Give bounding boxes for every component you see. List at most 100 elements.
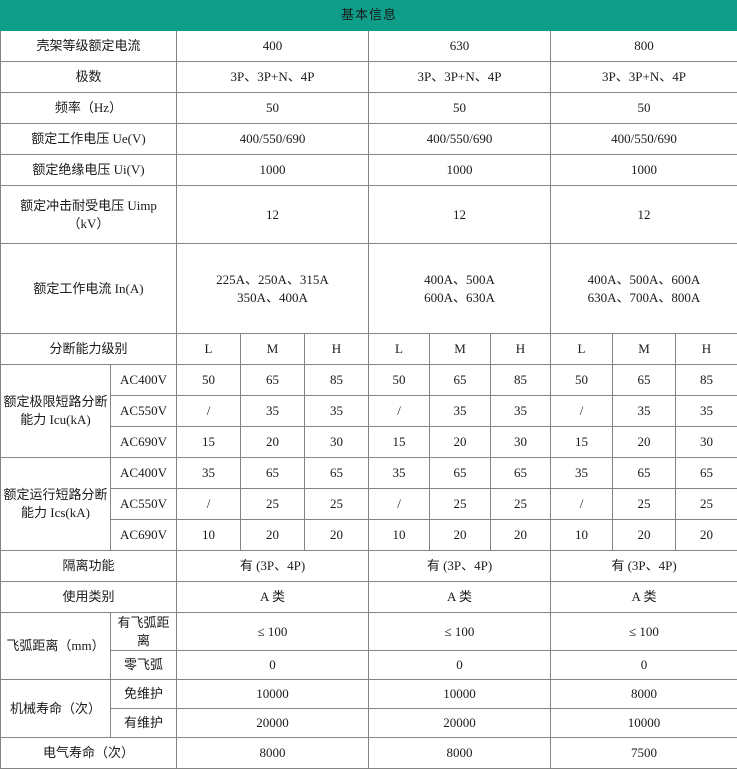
cell-frequency-2: 50 [369, 93, 551, 124]
cell-mech-free-1: 10000 [177, 680, 369, 709]
cell-mech-maint-3: 10000 [551, 709, 737, 738]
cell-ics-0-6: 35 [551, 458, 613, 489]
cell-grade-4: L [369, 334, 430, 365]
cell-grade-7: L [551, 334, 613, 365]
row-label-arc-distance: 飞弧距离（mm） [1, 613, 111, 680]
cell-icu-0-1: 65 [241, 365, 305, 396]
cell-icu-0-0: 50 [177, 365, 241, 396]
cell-arc-with-1: ≤ 100 [177, 613, 369, 651]
cell-icu-1-1: 35 [241, 396, 305, 427]
table-row-icu-400: 额定极限短路分断能力 Icu(kA) AC400V 50 65 85 50 65… [1, 365, 737, 396]
cell-ics-voltage-2: AC550V [111, 489, 177, 520]
cell-icu-1-5: 35 [491, 396, 551, 427]
cell-ics-2-4: 20 [430, 520, 491, 551]
cell-poles-1: 3P、3P+N、4P [177, 62, 369, 93]
table-title-row: 基本信息 [1, 1, 737, 31]
cell-ics-1-5: 25 [491, 489, 551, 520]
cell-grade-9: H [676, 334, 737, 365]
cell-ics-2-7: 20 [613, 520, 676, 551]
cell-ics-0-8: 65 [676, 458, 737, 489]
table-row-mech-free: 机械寿命（次） 免维护 10000 10000 8000 [1, 680, 737, 709]
cell-frame-current-800: 800 [551, 31, 737, 62]
cell-ics-0-5: 65 [491, 458, 551, 489]
table-row-ui: 额定绝缘电压 Ui(V) 1000 1000 1000 [1, 155, 737, 186]
cell-icu-1-2: 35 [305, 396, 369, 427]
cell-icu-2-3: 15 [369, 427, 430, 458]
cell-mech-maint-2: 20000 [369, 709, 551, 738]
cell-ics-1-7: 25 [613, 489, 676, 520]
cell-icu-2-6: 15 [551, 427, 613, 458]
cell-ics-2-8: 20 [676, 520, 737, 551]
cell-ui-1: 1000 [177, 155, 369, 186]
table-row-icu-550: AC550V / 35 35 / 35 35 / 35 35 [1, 396, 737, 427]
cell-icu-1-3: / [369, 396, 430, 427]
cell-icu-2-1: 20 [241, 427, 305, 458]
table-row-arc-zero: 零飞弧 0 0 0 [1, 651, 737, 680]
cell-icu-1-7: 35 [613, 396, 676, 427]
row-label-uimp: 额定冲击耐受电压 Uimp（kV） [1, 186, 177, 244]
cell-icu-2-5: 30 [491, 427, 551, 458]
cell-arc-with-2: ≤ 100 [369, 613, 551, 651]
cell-grade-3: H [305, 334, 369, 365]
cell-ics-1-0: / [177, 489, 241, 520]
row-label-ui: 额定绝缘电压 Ui(V) [1, 155, 177, 186]
cell-icu-voltage-3: AC690V [111, 427, 177, 458]
cell-icu-2-0: 15 [177, 427, 241, 458]
cell-in-1-line1: 225A、250A、315A [179, 271, 366, 289]
cell-ics-2-6: 10 [551, 520, 613, 551]
cell-icu-0-8: 85 [676, 365, 737, 396]
cell-grade-5: M [430, 334, 491, 365]
cell-poles-2: 3P、3P+N、4P [369, 62, 551, 93]
cell-icu-1-8: 35 [676, 396, 737, 427]
cell-utilization-1: A 类 [177, 582, 369, 613]
cell-icu-0-3: 50 [369, 365, 430, 396]
cell-arc-zero-3: 0 [551, 651, 737, 680]
row-label-ics: 额定运行短路分断能力 Ics(kA) [1, 458, 111, 551]
table-row-breaking-class: 分断能力级别 L M H L M H L M H [1, 334, 737, 365]
table-row-uimp: 额定冲击耐受电压 Uimp（kV） 12 12 12 [1, 186, 737, 244]
cell-uimp-1: 12 [177, 186, 369, 244]
cell-ics-0-1: 65 [241, 458, 305, 489]
row-label-elec-life: 电气寿命（次） [1, 738, 177, 769]
cell-ics-2-0: 10 [177, 520, 241, 551]
cell-icu-0-2: 85 [305, 365, 369, 396]
cell-icu-1-6: / [551, 396, 613, 427]
sub-label-mech-maint: 有维护 [111, 709, 177, 738]
cell-icu-2-8: 30 [676, 427, 737, 458]
cell-isolation-2: 有 (3P、4P) [369, 551, 551, 582]
cell-ue-3: 400/550/690 [551, 124, 737, 155]
page-title: 基本信息 [1, 1, 737, 31]
table-row-arc-with: 飞弧距离（mm） 有飞弧距离 ≤ 100 ≤ 100 ≤ 100 [1, 613, 737, 651]
cell-ics-0-2: 65 [305, 458, 369, 489]
cell-in-2-line2: 600A、630A [371, 289, 548, 307]
cell-ics-0-7: 65 [613, 458, 676, 489]
cell-uimp-2: 12 [369, 186, 551, 244]
cell-frequency-1: 50 [177, 93, 369, 124]
cell-ics-1-3: / [369, 489, 430, 520]
cell-elec-life-2: 8000 [369, 738, 551, 769]
cell-ics-1-8: 25 [676, 489, 737, 520]
cell-in-3-line1: 400A、500A、600A [553, 271, 735, 289]
cell-icu-0-7: 65 [613, 365, 676, 396]
cell-in-3: 400A、500A、600A 630A、700A、800A [551, 244, 737, 334]
cell-icu-2-7: 20 [613, 427, 676, 458]
table-row-elec-life: 电气寿命（次） 8000 8000 7500 [1, 738, 737, 769]
cell-frame-current-630: 630 [369, 31, 551, 62]
cell-grade-8: M [613, 334, 676, 365]
row-label-isolation: 隔离功能 [1, 551, 177, 582]
table-row-isolation: 隔离功能 有 (3P、4P) 有 (3P、4P) 有 (3P、4P) [1, 551, 737, 582]
row-label-icu: 额定极限短路分断能力 Icu(kA) [1, 365, 111, 458]
cell-ics-0-0: 35 [177, 458, 241, 489]
sub-label-mech-free: 免维护 [111, 680, 177, 709]
cell-ue-1: 400/550/690 [177, 124, 369, 155]
cell-frame-current-400: 400 [177, 31, 369, 62]
cell-ics-1-2: 25 [305, 489, 369, 520]
cell-ics-1-6: / [551, 489, 613, 520]
cell-mech-free-3: 8000 [551, 680, 737, 709]
cell-icu-1-0: / [177, 396, 241, 427]
row-label-frame-current: 壳架等级额定电流 [1, 31, 177, 62]
cell-icu-0-5: 85 [491, 365, 551, 396]
cell-ue-2: 400/550/690 [369, 124, 551, 155]
table-row-icu-690: AC690V 15 20 30 15 20 30 15 20 30 [1, 427, 737, 458]
cell-ics-1-1: 25 [241, 489, 305, 520]
